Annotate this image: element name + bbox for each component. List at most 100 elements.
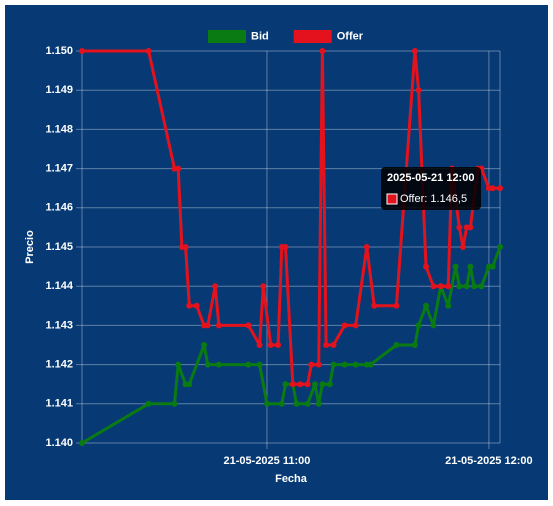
data-point [393,342,400,348]
x-tick-label: 21-05-2025 11:00 [224,455,311,467]
data-point [145,400,152,407]
data-point [260,283,267,290]
data-point [256,361,263,368]
data-point [467,224,474,231]
data-point [341,361,348,368]
data-point [437,283,444,290]
data-point [452,263,459,270]
data-point [79,440,85,446]
tooltip-label: Offer: 1.146,5 [400,193,467,205]
data-point [497,244,503,250]
data-point [467,263,474,270]
data-point [267,342,274,348]
data-point [463,283,470,290]
data-point [423,263,430,270]
y-tick-label: 1.143 [45,319,73,331]
data-point [341,322,348,329]
data-point [282,244,289,250]
y-tick-label: 1.146 [45,202,73,214]
data-point [330,342,337,348]
y-axis-title: Precio [24,230,36,264]
data-point [215,322,222,329]
data-point [319,381,326,388]
data-point [456,283,463,290]
data-point [319,48,326,54]
data-point [323,342,330,348]
data-point [204,322,211,329]
data-point [352,322,359,329]
data-point [363,244,370,250]
data-point [245,361,252,368]
legend-swatch [208,30,246,43]
data-point [430,322,437,329]
data-point [175,165,182,172]
data-point [460,244,467,250]
data-point [145,48,152,54]
data-point [423,302,430,309]
data-point [315,400,322,407]
data-point [312,381,319,388]
data-point [256,342,263,348]
data-point [186,381,193,388]
data-point [411,48,418,54]
chart-background [5,5,548,500]
legend-label: Offer [337,30,364,42]
x-tick-label: 21-05-2025 12:00 [445,455,532,467]
data-point [275,342,282,348]
data-point [445,283,452,290]
data-point [171,400,178,407]
data-point [326,381,333,388]
data-point [489,263,496,270]
data-point [79,48,85,54]
y-tick-label: 1.150 [45,45,73,57]
tooltip-title: 2025-05-21 12:00 [387,172,474,184]
data-point [212,283,219,290]
y-tick-label: 1.149 [45,84,73,96]
data-point [289,381,296,388]
data-point [304,381,311,388]
data-point [278,400,285,407]
data-point [263,400,270,407]
y-tick-label: 1.147 [45,163,73,175]
y-tick-label: 1.141 [45,398,73,410]
data-point [330,361,337,368]
y-tick-label: 1.148 [45,123,73,135]
legend-label: Bid [251,30,269,42]
y-tick-label: 1.140 [45,437,73,449]
y-tick-label: 1.145 [45,241,73,253]
data-point [293,400,300,407]
data-point [175,361,182,368]
data-point [497,185,503,192]
tooltip-swatch [386,193,398,205]
y-tick-label: 1.142 [45,359,73,371]
data-point [182,244,189,250]
data-point [315,361,322,368]
data-point [367,361,374,368]
data-point [308,361,315,368]
y-tick-label: 1.144 [45,280,73,292]
data-point [411,342,418,348]
data-point [489,185,496,192]
data-point [445,302,452,309]
data-point [186,302,193,309]
data-point [471,283,478,290]
data-point [352,361,359,368]
data-point [193,302,200,309]
data-point [215,361,222,368]
data-point [297,381,304,388]
x-axis-title: Fecha [275,473,308,485]
data-point [478,283,485,290]
series-line [82,49,500,386]
legend-swatch [293,30,332,43]
tooltip-box [381,167,481,210]
data-point [415,87,422,94]
data-point [304,400,311,407]
data-point [456,224,463,231]
data-point [204,361,211,368]
tooltip: 2025-05-21 12:00 Offer: 1.146,5 [381,167,481,210]
data-point [201,342,208,348]
data-point [371,302,378,309]
data-point [245,322,252,329]
